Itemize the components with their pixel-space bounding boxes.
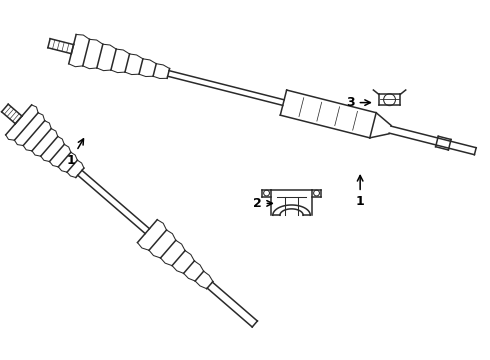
Text: 3: 3 (346, 96, 370, 109)
Text: 2: 2 (253, 197, 272, 210)
Text: 1: 1 (356, 175, 365, 208)
Text: 1: 1 (67, 139, 83, 167)
